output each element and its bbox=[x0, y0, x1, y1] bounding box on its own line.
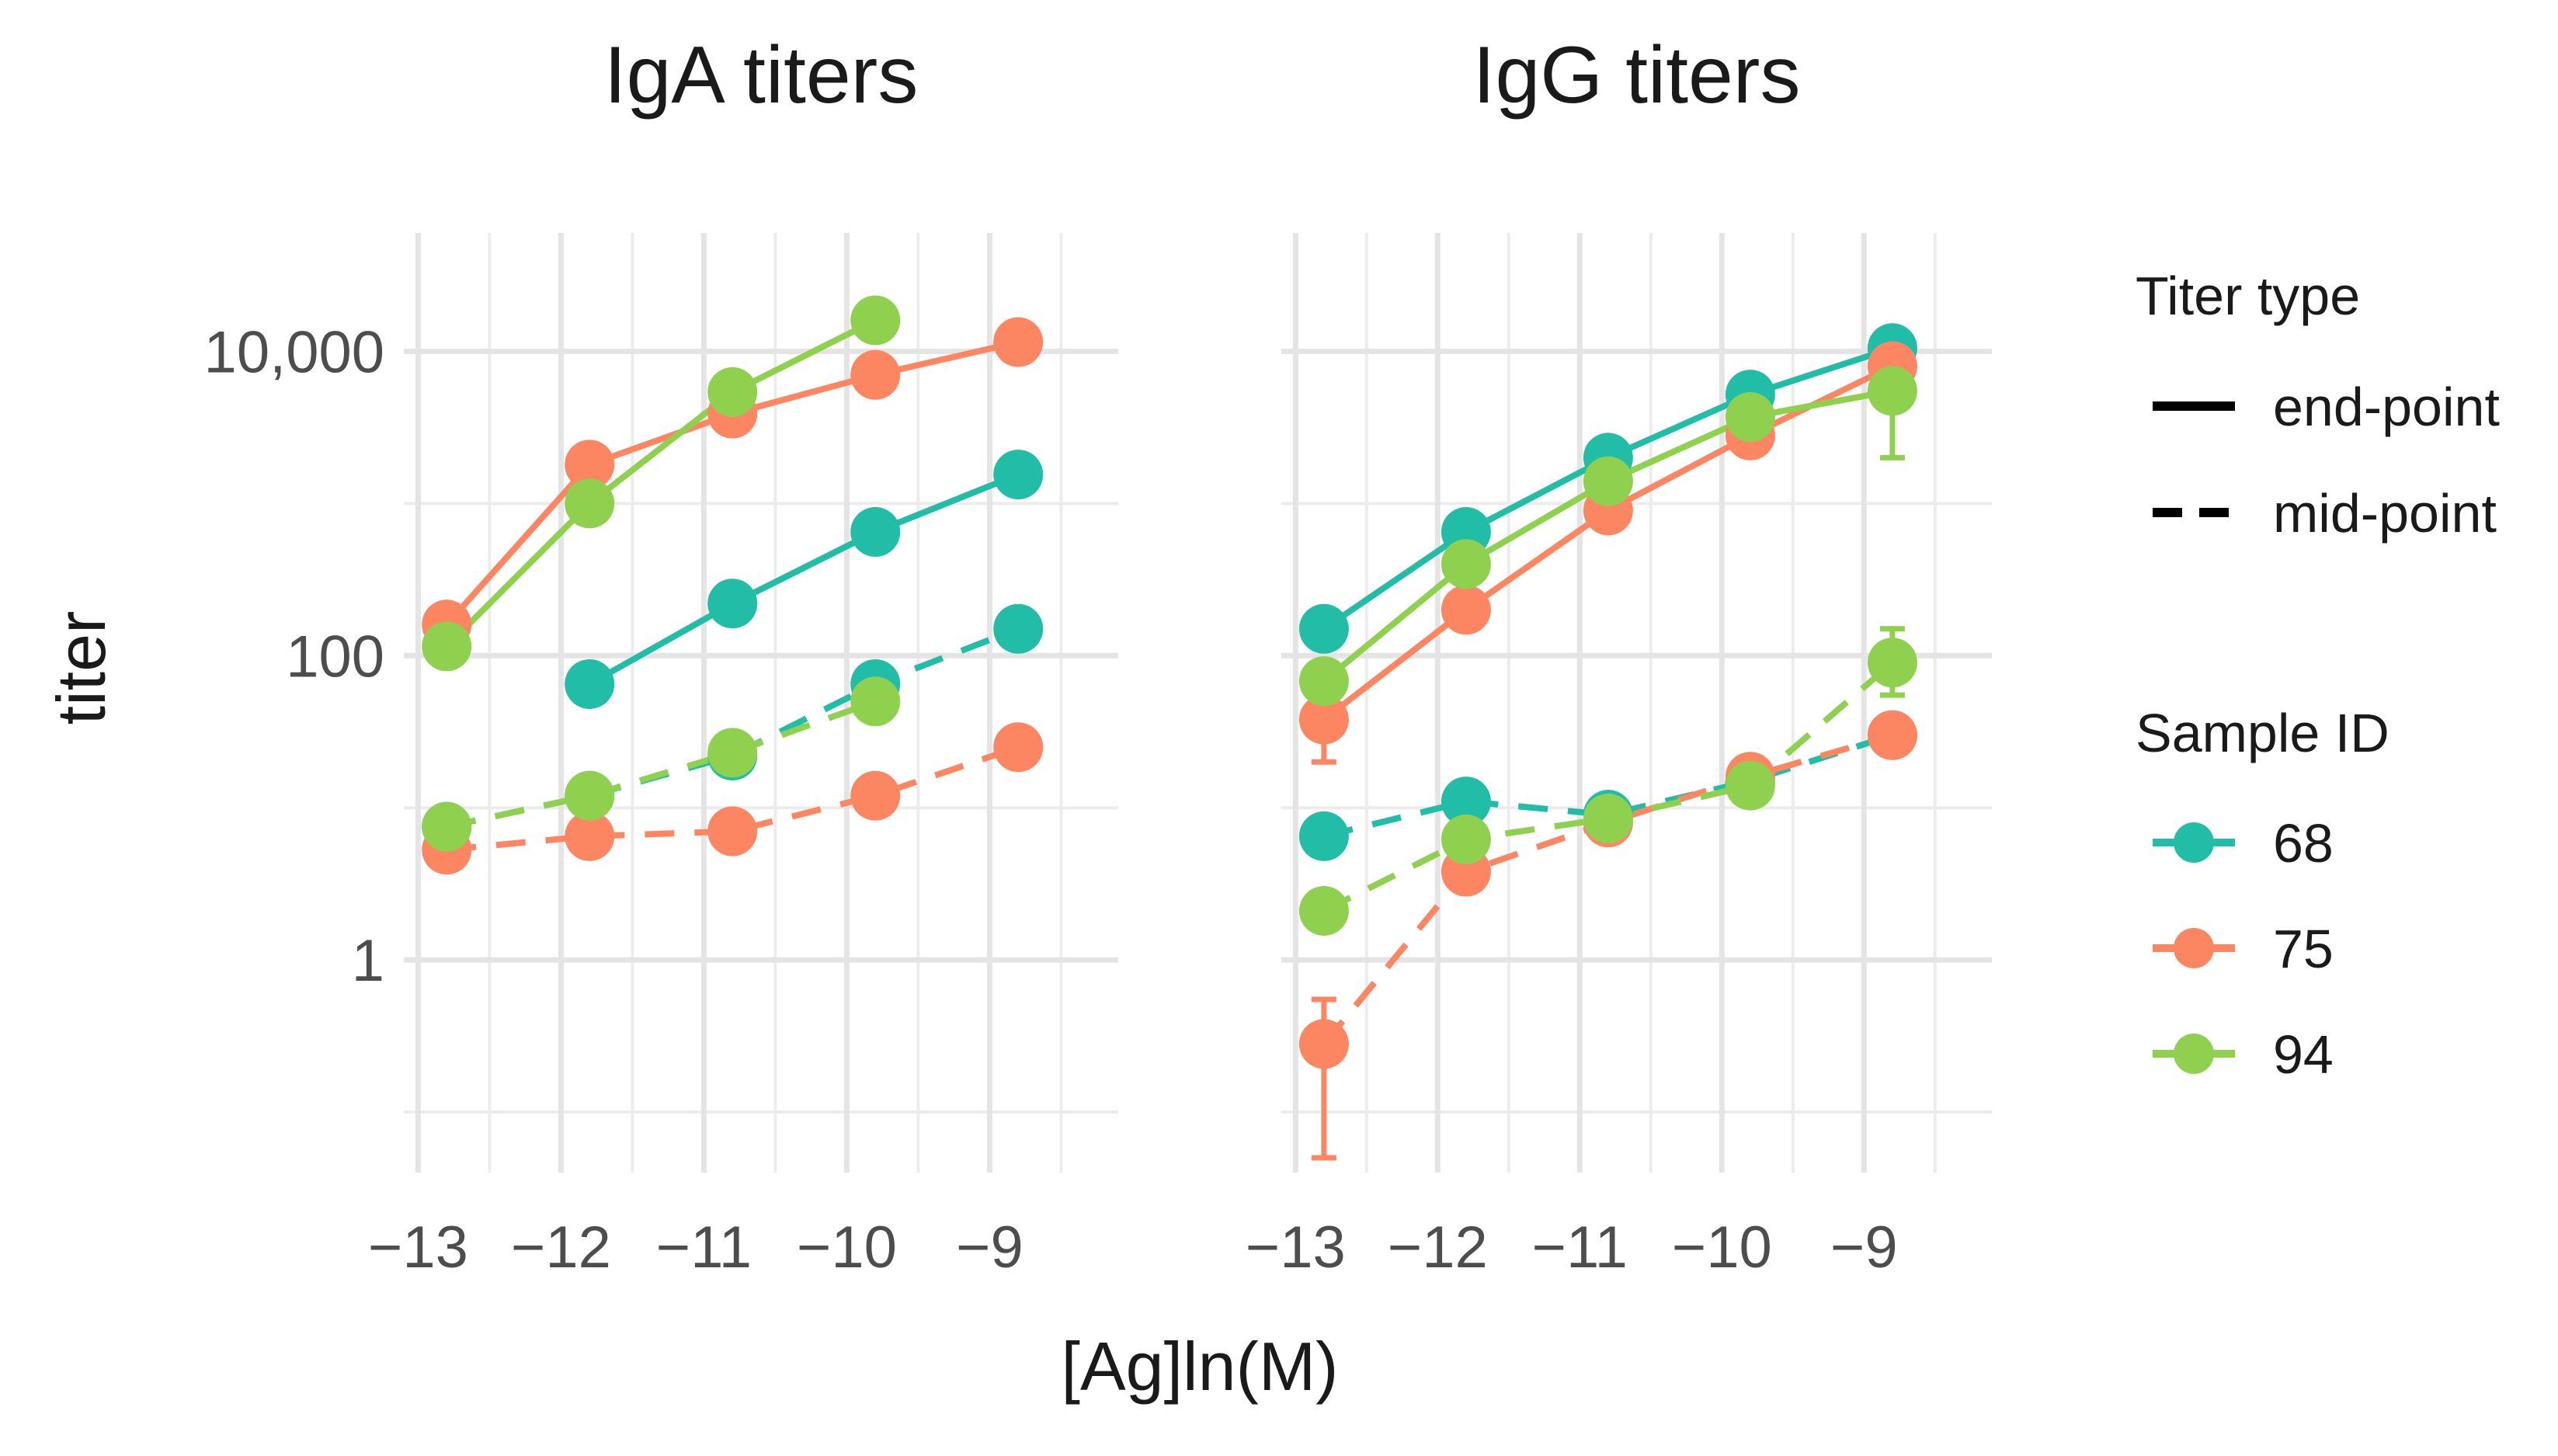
panel-iga: −13 −12 −11 −10 −9 1 100 10,000 IgA titers bbox=[204, 30, 1118, 1281]
data-point-94 bbox=[1298, 656, 1349, 707]
data-point-68 bbox=[1298, 603, 1349, 654]
data-point-75 bbox=[850, 770, 901, 821]
y-tick-label: 100 bbox=[286, 624, 384, 690]
data-point-94 bbox=[565, 770, 615, 821]
data-point-94 bbox=[565, 478, 615, 529]
x-tick-label: −12 bbox=[511, 1214, 611, 1281]
data-point-94 bbox=[850, 676, 901, 727]
data-point-94 bbox=[1583, 794, 1633, 844]
data-point-94 bbox=[1441, 539, 1491, 589]
series-line-94-end-point bbox=[444, 317, 877, 649]
data-point-75 bbox=[707, 806, 758, 857]
data-point-75 bbox=[993, 317, 1044, 367]
x-tick-label: −11 bbox=[1532, 1214, 1628, 1281]
data-point-94 bbox=[422, 621, 472, 672]
x-tick-label: −11 bbox=[656, 1214, 752, 1281]
data-point-94 bbox=[707, 367, 758, 417]
legend-label-sample-68: 68 bbox=[2273, 813, 2334, 874]
x-tick-label: −9 bbox=[1830, 1214, 1898, 1281]
data-point-94 bbox=[1725, 392, 1775, 443]
x-tick-label: −10 bbox=[797, 1214, 897, 1281]
data-point-75 bbox=[1441, 585, 1491, 635]
y-axis-title: titer bbox=[43, 611, 120, 725]
data-point-75 bbox=[1298, 694, 1349, 745]
data-point-75 bbox=[565, 811, 615, 861]
data-point-68 bbox=[1441, 777, 1491, 827]
data-point-94 bbox=[1583, 456, 1633, 506]
data-point-75 bbox=[1298, 1019, 1349, 1069]
legend-key-point-94 bbox=[2174, 1034, 2214, 1074]
data-point-75 bbox=[565, 440, 615, 490]
data-point-94 bbox=[850, 295, 901, 346]
series-line-68-mid-point bbox=[446, 626, 1020, 830]
legend: Titer type end-point mid-point Sample ID… bbox=[2136, 266, 2500, 1085]
data-point-94 bbox=[707, 728, 758, 778]
legend-key-point-68 bbox=[2174, 822, 2214, 863]
panel-background bbox=[404, 233, 1118, 1173]
data-point-68 bbox=[993, 603, 1044, 654]
x-tick-label: −13 bbox=[368, 1214, 468, 1281]
data-point-94 bbox=[1867, 366, 1917, 416]
data-point-94 bbox=[1725, 760, 1775, 811]
legend-label-end-point: end-point bbox=[2273, 377, 2500, 437]
data-point-75 bbox=[993, 722, 1044, 773]
x-tick-label: −9 bbox=[956, 1214, 1024, 1281]
legend-sample-id-title: Sample ID bbox=[2136, 703, 2389, 763]
series-line-94-mid-point bbox=[446, 698, 877, 830]
y-tick-label: 1 bbox=[352, 928, 384, 994]
x-tick-label: −13 bbox=[1246, 1214, 1346, 1281]
panel-title: IgA titers bbox=[604, 30, 919, 120]
x-axis-title: [Ag]ln(M) bbox=[1062, 1328, 1339, 1405]
legend-label-sample-94: 94 bbox=[2273, 1024, 2334, 1085]
data-point-68 bbox=[707, 579, 758, 629]
x-tick-label: −10 bbox=[1672, 1214, 1772, 1281]
data-point-94 bbox=[422, 801, 472, 852]
x-tick-label: −12 bbox=[1388, 1214, 1488, 1281]
legend-label-sample-75: 75 bbox=[2273, 919, 2334, 979]
panel-igg: −13 −12 −11 −10 −9 IgG titers bbox=[1246, 30, 1992, 1281]
data-point-75 bbox=[850, 349, 901, 400]
series-line-68-end-point bbox=[588, 471, 1020, 687]
data-point-94 bbox=[1298, 885, 1349, 936]
data-point-68 bbox=[850, 507, 901, 558]
legend-titer-type-title: Titer type bbox=[2136, 266, 2360, 326]
panel-title: IgG titers bbox=[1473, 30, 1801, 120]
y-tick-label: 10,000 bbox=[204, 319, 384, 385]
data-point-94 bbox=[1867, 638, 1917, 688]
legend-label-mid-point: mid-point bbox=[2273, 483, 2497, 544]
legend-key-point-75 bbox=[2174, 928, 2214, 968]
data-point-75 bbox=[1867, 710, 1917, 760]
data-point-94 bbox=[1441, 814, 1491, 864]
data-point-68 bbox=[1298, 811, 1349, 861]
data-point-68 bbox=[993, 450, 1044, 500]
data-point-68 bbox=[565, 659, 615, 709]
